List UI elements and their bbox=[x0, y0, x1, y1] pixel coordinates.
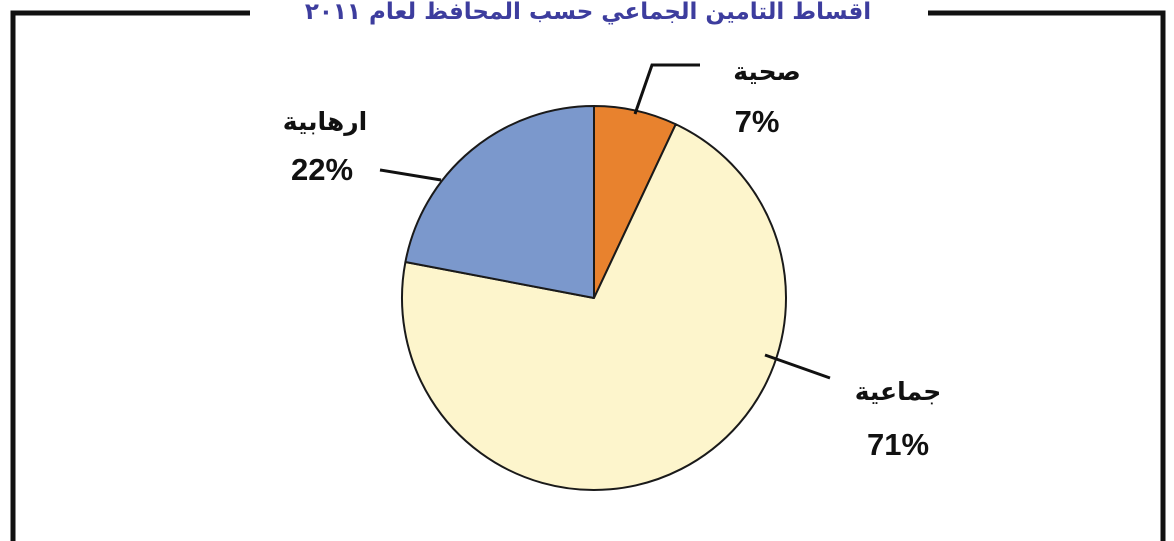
leader-line bbox=[764, 353, 831, 380]
slice-label: جماعية bbox=[855, 377, 942, 406]
slice-percent-label: 7% bbox=[735, 104, 780, 139]
pie-slice bbox=[401, 123, 787, 491]
slice-label: ارهابية bbox=[283, 107, 367, 136]
pie-slice bbox=[404, 105, 595, 299]
leader-line bbox=[633, 63, 700, 115]
chart-border bbox=[10, 10, 1166, 541]
slices-layer bbox=[401, 105, 787, 491]
slice-label: صحية bbox=[733, 57, 801, 86]
leader-line bbox=[379, 168, 442, 182]
slice-labels-layer: صحية 7% جماعية 71% ارهابية 22% bbox=[283, 57, 942, 462]
leader-lines-layer bbox=[379, 63, 831, 380]
slice-percent-label: 71% bbox=[867, 427, 929, 462]
slice-percent-label: 22% bbox=[291, 152, 353, 187]
chart-title: اقساط التامين الجماعي حسب المحافظ لعام ٢… bbox=[305, 0, 871, 25]
